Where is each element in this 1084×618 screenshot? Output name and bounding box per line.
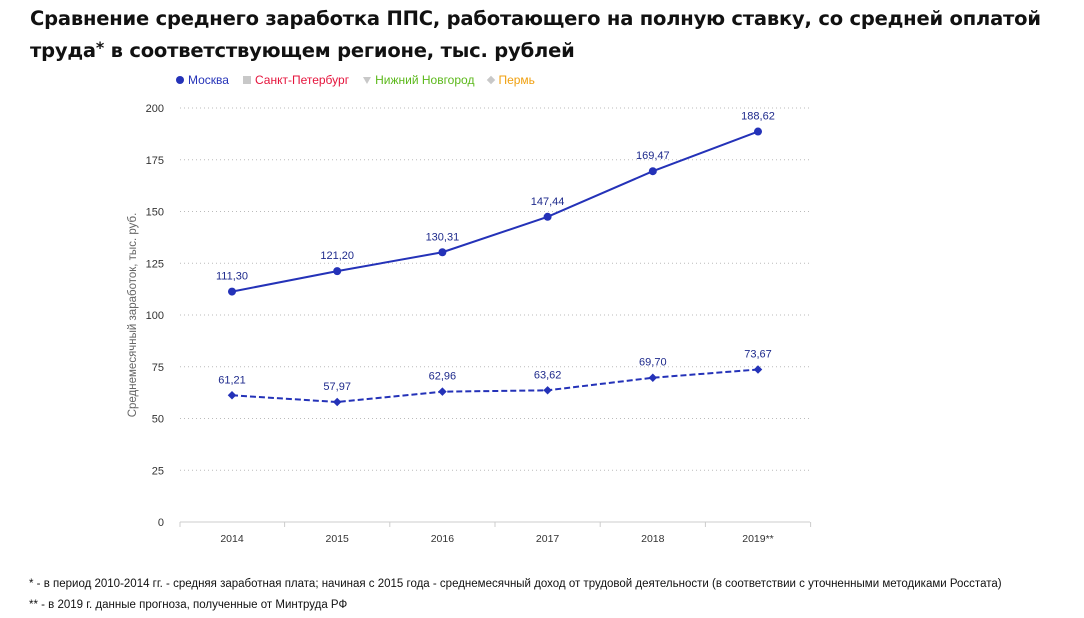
y-tick-label: 25 xyxy=(152,465,164,477)
data-label: 121,20 xyxy=(320,250,354,262)
y-tick-label: 125 xyxy=(146,258,164,270)
x-tick-label: 2019** xyxy=(742,533,774,545)
x-tick-label: 2014 xyxy=(220,533,244,545)
y-tick-label: 75 xyxy=(152,362,164,374)
legend-label: Пермь xyxy=(498,73,535,87)
legend: Москва Санкт-Петербург Нижний Новгород Перм… xyxy=(176,73,535,87)
data-point xyxy=(438,387,447,396)
data-label: 63,62 xyxy=(534,369,562,381)
legend-item-1[interactable]: Санкт-Петербург xyxy=(242,73,350,87)
data-point xyxy=(228,287,236,296)
y-tick-label: 175 xyxy=(146,155,164,167)
data-label: 57,97 xyxy=(323,381,351,393)
data-point xyxy=(648,167,657,176)
title-main: Сравнение среднего заработка ППС, работа… xyxy=(30,7,1041,62)
data-point xyxy=(753,365,763,374)
data-label: 61,21 xyxy=(218,374,246,386)
data-label: 169,47 xyxy=(636,150,670,162)
legend-label: Нижний Новгород xyxy=(375,73,475,87)
x-tick-label: 2016 xyxy=(431,533,455,545)
data-label: 188,62 xyxy=(741,111,775,123)
data-point xyxy=(333,267,342,276)
legend-item-0[interactable]: Москва xyxy=(176,73,229,87)
y-axis-title: Среднемесячный заработок, тыс. руб. xyxy=(127,213,139,418)
y-tick-label: 200 xyxy=(146,103,164,115)
legend-label: Санкт-Петербург xyxy=(254,73,350,87)
data-point xyxy=(227,391,237,400)
series-line-0 xyxy=(231,130,759,293)
data-label: 62,96 xyxy=(429,371,457,383)
x-tick-label: 2015 xyxy=(326,533,350,545)
y-tick-label: 0 xyxy=(158,517,164,529)
footnote-2: ** - в 2019 г. данные прогноза, полученн… xyxy=(29,599,348,611)
data-label: 130,31 xyxy=(426,231,460,243)
data-point xyxy=(648,373,658,382)
title-footnote-mark: * xyxy=(95,38,105,57)
legend-item-3[interactable]: Пермь xyxy=(487,73,535,87)
data-label: 73,67 xyxy=(744,349,772,361)
legend-square-icon xyxy=(242,76,251,84)
title-rest: в соответствующем регионе, тыс. рублей xyxy=(104,39,575,62)
legend-item-2[interactable]: Нижний Новгород xyxy=(363,73,474,87)
y-tick-label: 150 xyxy=(146,207,164,219)
line-chart: 0 25 50 75 100 125 150 175 200 2014 2015 2016 2017 20… xyxy=(127,103,812,545)
data-label: 69,70 xyxy=(639,357,667,369)
y-tick-label: 100 xyxy=(146,310,164,322)
data-point xyxy=(543,386,552,395)
series-line-1 xyxy=(231,368,759,404)
y-tick-label: 50 xyxy=(152,414,164,426)
footnote-1: * - в период 2010-2014 гг. - средняя зар… xyxy=(29,578,1002,590)
data-label: 147,44 xyxy=(531,196,565,208)
x-tick-label: 2018 xyxy=(641,533,665,545)
data-point xyxy=(754,127,762,136)
legend-triangle-down-icon xyxy=(363,76,372,84)
x-tick-label: 2017 xyxy=(536,533,560,545)
legend-label: Москва xyxy=(188,73,229,87)
data-point xyxy=(438,248,447,257)
data-label: 111,30 xyxy=(216,271,248,283)
data-point xyxy=(332,397,342,407)
data-point xyxy=(543,212,552,221)
chart-title: Сравнение среднего заработка ППС, работа… xyxy=(30,4,1080,65)
legend-circle-icon xyxy=(176,76,184,84)
